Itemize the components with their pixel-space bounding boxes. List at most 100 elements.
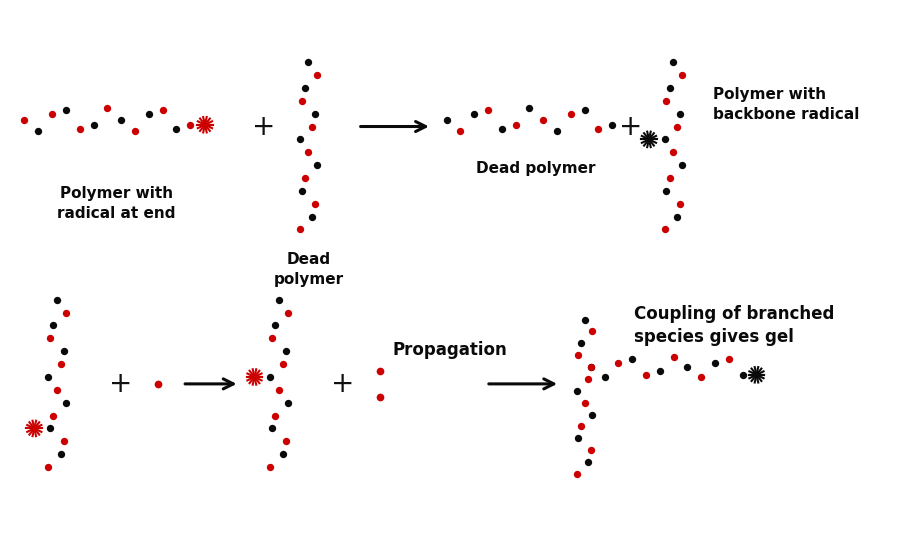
Point	[563, 110, 578, 119]
Point	[297, 174, 311, 183]
Point	[580, 458, 595, 466]
Point	[550, 126, 564, 135]
Point	[675, 161, 689, 169]
Point	[658, 225, 672, 234]
Point	[735, 370, 750, 379]
Text: Polymer with
backbone radical: Polymer with backbone radical	[713, 87, 860, 122]
Point	[625, 355, 639, 364]
Point	[583, 362, 598, 371]
Point	[591, 124, 606, 133]
Text: Propagation: Propagation	[392, 341, 507, 359]
Point	[46, 321, 60, 330]
Point	[268, 411, 283, 420]
Point	[57, 437, 71, 446]
Point	[662, 84, 677, 92]
Point	[585, 327, 599, 336]
Point	[292, 135, 307, 144]
Point	[32, 126, 46, 135]
Point	[673, 199, 688, 208]
Point	[585, 410, 599, 419]
Point	[495, 124, 509, 133]
Point	[268, 321, 283, 330]
Point	[598, 372, 612, 381]
Point	[673, 109, 688, 118]
Point	[708, 359, 723, 367]
Point	[570, 470, 584, 478]
Point	[666, 353, 680, 362]
Point	[639, 370, 653, 379]
Point	[43, 424, 58, 433]
Text: +: +	[110, 370, 133, 398]
Point	[141, 110, 156, 119]
Point	[658, 135, 672, 144]
Point	[675, 70, 689, 79]
Point	[41, 372, 56, 381]
Point	[100, 103, 114, 112]
Point	[467, 110, 482, 119]
Point	[522, 103, 536, 112]
Point	[279, 347, 293, 356]
Point	[578, 106, 592, 115]
Point	[308, 109, 322, 118]
Point	[45, 110, 59, 119]
Point	[183, 120, 197, 129]
Point	[263, 372, 277, 381]
Point	[439, 115, 454, 124]
Text: +: +	[252, 113, 275, 140]
Point	[670, 122, 684, 131]
Point	[580, 375, 595, 383]
Point	[279, 437, 293, 446]
Point	[652, 367, 667, 376]
Point	[50, 295, 64, 304]
Point	[272, 295, 286, 304]
Point	[310, 161, 324, 169]
Point	[583, 362, 598, 371]
Point	[275, 360, 290, 368]
Point	[574, 422, 589, 431]
Text: Polymer with
radical at end: Polymer with radical at end	[57, 186, 176, 221]
Point	[666, 148, 680, 157]
Point	[508, 120, 523, 129]
Point	[263, 463, 277, 471]
Point	[58, 308, 73, 317]
Point	[722, 355, 736, 364]
Point	[50, 386, 64, 394]
Point	[114, 115, 129, 124]
Point	[536, 115, 551, 124]
Point	[662, 174, 677, 183]
Text: Dead
polymer: Dead polymer	[274, 252, 344, 287]
Text: Coupling of branched
species gives gel: Coupling of branched species gives gel	[634, 305, 834, 346]
Point	[302, 58, 316, 67]
Point	[272, 386, 286, 394]
Point	[281, 308, 295, 317]
Text: Dead polymer: Dead polymer	[475, 161, 595, 176]
Point	[41, 463, 56, 471]
Point	[454, 126, 468, 135]
Point	[46, 411, 60, 420]
Point	[680, 362, 695, 371]
Point	[297, 84, 311, 92]
Point	[583, 446, 598, 455]
Point	[572, 351, 586, 360]
Point	[666, 58, 680, 67]
Point	[54, 360, 68, 368]
Point	[54, 450, 68, 459]
Point	[373, 392, 387, 401]
Point	[281, 398, 295, 407]
Point	[578, 315, 592, 324]
Point	[302, 148, 316, 157]
Point	[659, 186, 673, 195]
Point	[670, 212, 684, 221]
Point	[128, 126, 142, 135]
Point	[305, 122, 320, 131]
Point	[58, 398, 73, 407]
Point	[265, 424, 279, 433]
Point	[43, 334, 58, 343]
Point	[294, 186, 309, 195]
Point	[659, 96, 673, 105]
Point	[150, 379, 165, 388]
Point	[275, 450, 290, 459]
Point	[58, 106, 73, 115]
Point	[310, 70, 324, 79]
Point	[156, 106, 170, 115]
